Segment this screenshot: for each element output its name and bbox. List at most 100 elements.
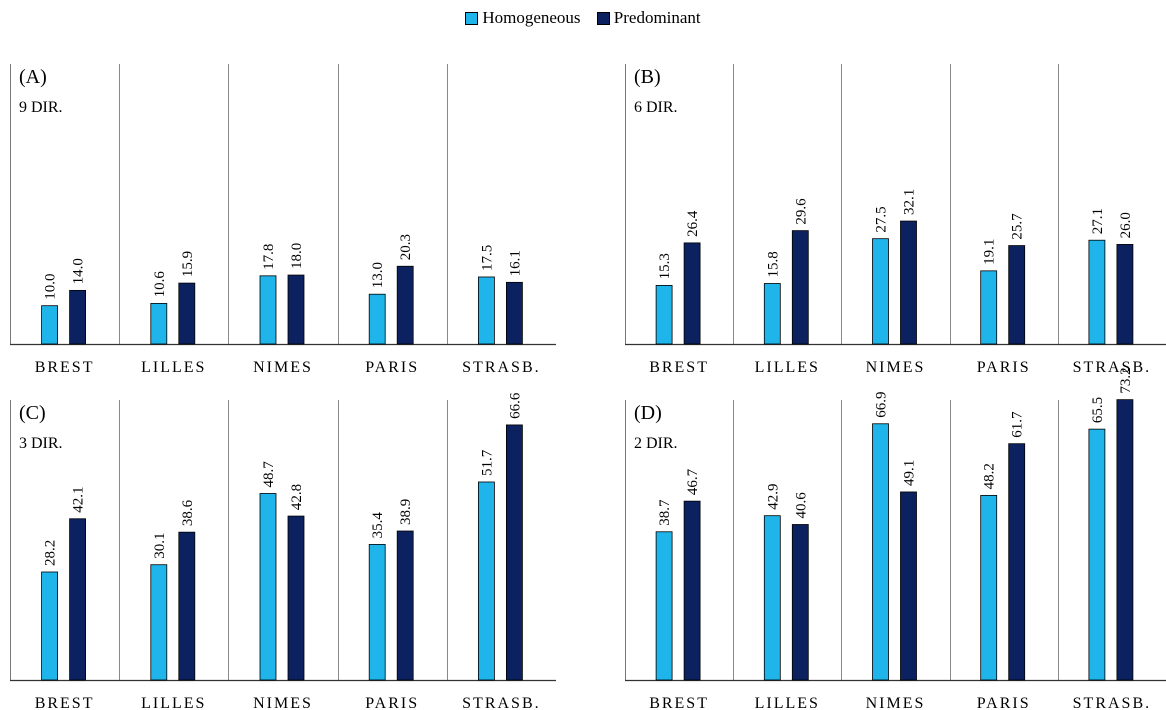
panel-c-bar-brest-homogeneous: [41, 571, 58, 681]
panel-d-category-label: LILLES: [755, 695, 820, 710]
panel-b-bar-paris-predominant: [1008, 245, 1026, 345]
panel-c-value-label: 42.8: [289, 484, 305, 510]
panel-d-bar-brest-predominant: [683, 500, 701, 681]
panel-b-category-label: PARIS: [977, 359, 1031, 376]
panel-c-bar-nimes-predominant: [287, 515, 305, 681]
legend: Homogeneous Predominant: [0, 8, 1166, 30]
panel-a-bar-brest-homogeneous: [41, 305, 58, 345]
legend-swatch-homogeneous: [465, 11, 479, 25]
panel-b-bar-brest-homogeneous: [655, 285, 673, 345]
panel-c-category-label: BREST: [35, 695, 95, 710]
panel-c-bar-strasb-homogeneous: [477, 481, 495, 681]
panel-a-category-label: STRASB.: [462, 359, 540, 376]
panel-b-value-label: 25.7: [1010, 213, 1026, 240]
panel-c-bar-lilles-homogeneous: [150, 564, 168, 681]
panel-d-subtitle: 2 DIR.: [634, 435, 678, 452]
panel-c-bar-lilles-predominant: [178, 531, 196, 681]
panel-c-value-label: 38.9: [398, 499, 414, 525]
panel-b-value-label: 32.1: [902, 189, 918, 215]
panel-c-value-label: 51.7: [479, 449, 495, 476]
panel-b-bar-nimes-homogeneous: [872, 238, 889, 345]
panel-b-category-label: BREST: [649, 359, 709, 376]
panel-a-category-label: NIMES: [253, 359, 313, 376]
panel-a-value-label: 15.9: [180, 251, 196, 277]
panel-d-category-label: NIMES: [866, 695, 926, 710]
panel-a-value-label: 14.0: [71, 258, 87, 284]
panel-b-bar-lilles-predominant: [791, 230, 809, 345]
panel-b-value-label: 29.6: [793, 198, 809, 225]
panel-a-value-label: 20.3: [398, 234, 414, 260]
panel-a-category-label: BREST: [35, 359, 95, 376]
panel-d-value-label: 40.6: [793, 492, 809, 519]
panel-b-value-label: 19.1: [982, 239, 998, 265]
panel-a-bar-lilles-homogeneous: [150, 303, 168, 345]
panel-b-value-label: 26.0: [1118, 212, 1134, 238]
panel-d-value-label: 65.5: [1090, 397, 1106, 423]
panel-b-subtitle: 6 DIR.: [634, 99, 678, 116]
panel-c-label: (C): [19, 402, 46, 424]
panel-a-bar-paris-homogeneous: [368, 293, 386, 345]
panel-c-value-label: 42.1: [71, 487, 87, 513]
legend-swatch-predominant: [596, 11, 610, 25]
legend-item-homogeneous: Homogeneous: [465, 8, 581, 28]
legend-label-homogeneous: Homogeneous: [482, 8, 581, 27]
panel-b-value-label: 15.3: [657, 253, 673, 279]
panel-b-label: (B): [634, 66, 661, 88]
panel-c-subtitle: 3 DIR.: [19, 435, 63, 452]
panel-a-value-label: 17.5: [479, 245, 495, 271]
panel-b-category-label: STRASB.: [1073, 359, 1151, 376]
panel-a-category-label: PARIS: [365, 359, 419, 376]
panel-d-bar-nimes-homogeneous: [872, 423, 889, 681]
panel-c-bar-nimes-homogeneous: [259, 493, 277, 681]
panel-c-category-label: LILLES: [141, 695, 206, 710]
panel-d-value-label: 49.1: [902, 460, 918, 486]
panel-b-value-label: 26.4: [685, 210, 701, 237]
panel-a-bar-paris-predominant: [396, 265, 414, 345]
panel-d-value-label: 73.2: [1118, 367, 1134, 393]
panel-a-value-label: 16.1: [507, 250, 523, 276]
panel-b-bar-strasb-homogeneous: [1088, 239, 1106, 345]
panel-b-category-label: NIMES: [866, 359, 926, 376]
panel-b-category-label: LILLES: [755, 359, 820, 376]
panel-d-value-label: 38.7: [657, 499, 673, 526]
panel-a-value-label: 13.0: [370, 262, 386, 288]
panel-a-label: (A): [19, 66, 47, 88]
panel-d-bar-strasb-homogeneous: [1088, 428, 1106, 681]
panel-a-bar-brest-predominant: [69, 289, 86, 345]
panel-d-label: (D): [634, 402, 662, 424]
panel-a-value-label: 17.8: [261, 244, 277, 270]
panel-c-bar-paris-predominant: [396, 530, 414, 681]
panel-a-bar-nimes-homogeneous: [259, 275, 277, 345]
panel-d-bar-paris-predominant: [1008, 443, 1026, 681]
panel-a-value-label: 18.0: [289, 243, 305, 269]
panel-a-value-label: 10.0: [43, 273, 59, 299]
panel-c-category-label: PARIS: [365, 695, 419, 710]
panel-d-value-label: 61.7: [1010, 411, 1026, 438]
panel-d-value-label: 46.7: [685, 468, 701, 495]
panel-d-bar-nimes-predominant: [900, 491, 917, 681]
panel-b-value-label: 15.8: [765, 251, 781, 277]
panel-d-category-label: PARIS: [977, 695, 1031, 710]
panel-d-bar-lilles-predominant: [791, 524, 809, 681]
panel-b-bar-paris-homogeneous: [980, 270, 998, 345]
panel-a-bar-nimes-predominant: [287, 274, 305, 345]
panel-c-category-label: STRASB.: [462, 695, 540, 710]
panel-a-subtitle: 9 DIR.: [19, 99, 63, 116]
panel-b-bar-lilles-homogeneous: [763, 283, 781, 345]
panel-b-bar-strasb-predominant: [1116, 244, 1134, 345]
panel-d-category-label: STRASB.: [1073, 695, 1151, 710]
panel-c-bar-brest-predominant: [69, 518, 86, 681]
panel-c-value-label: 35.4: [370, 512, 386, 539]
panel-a-category-label: LILLES: [141, 359, 206, 376]
panel-d-value-label: 42.9: [765, 483, 781, 509]
panel-d-category-label: BREST: [649, 695, 709, 710]
legend-item-predominant: Predominant: [596, 8, 701, 28]
panel-c-value-label: 28.2: [43, 540, 59, 566]
panel-c-bar-strasb-predominant: [505, 424, 523, 681]
panel-c-value-label: 30.1: [152, 532, 168, 558]
panel-a-bar-strasb-homogeneous: [477, 276, 495, 345]
panel-a-value-label: 10.6: [152, 271, 168, 298]
panel-b-value-label: 27.1: [1090, 208, 1106, 234]
panel-b-bar-nimes-predominant: [900, 220, 917, 345]
